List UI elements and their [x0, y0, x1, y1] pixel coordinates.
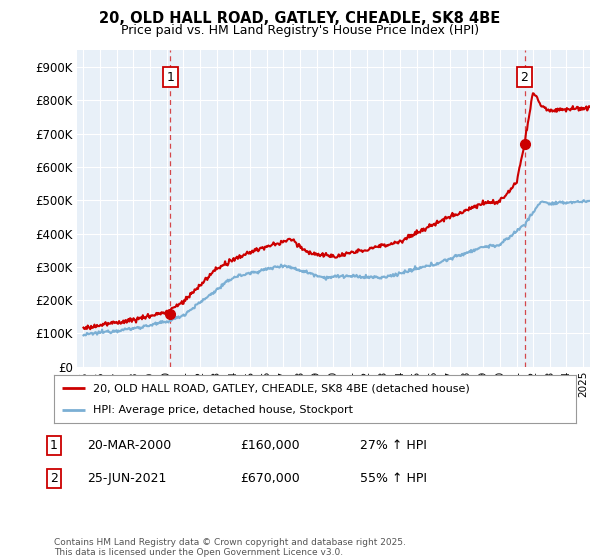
Text: 20, OLD HALL ROAD, GATLEY, CHEADLE, SK8 4BE (detached house): 20, OLD HALL ROAD, GATLEY, CHEADLE, SK8 …: [93, 383, 470, 393]
Text: 1: 1: [50, 438, 58, 452]
Text: 25-JUN-2021: 25-JUN-2021: [87, 472, 166, 486]
Text: £670,000: £670,000: [240, 472, 300, 486]
Text: £160,000: £160,000: [240, 438, 299, 452]
Text: Price paid vs. HM Land Registry's House Price Index (HPI): Price paid vs. HM Land Registry's House …: [121, 24, 479, 36]
Text: Contains HM Land Registry data © Crown copyright and database right 2025.
This d: Contains HM Land Registry data © Crown c…: [54, 538, 406, 557]
Text: 20-MAR-2000: 20-MAR-2000: [87, 438, 171, 452]
Text: 1: 1: [166, 71, 175, 83]
Text: HPI: Average price, detached house, Stockport: HPI: Average price, detached house, Stoc…: [93, 405, 353, 415]
Text: 20, OLD HALL ROAD, GATLEY, CHEADLE, SK8 4BE: 20, OLD HALL ROAD, GATLEY, CHEADLE, SK8 …: [100, 11, 500, 26]
Text: 27% ↑ HPI: 27% ↑ HPI: [360, 438, 427, 452]
Text: 2: 2: [50, 472, 58, 486]
Text: 55% ↑ HPI: 55% ↑ HPI: [360, 472, 427, 486]
Text: 2: 2: [521, 71, 529, 83]
